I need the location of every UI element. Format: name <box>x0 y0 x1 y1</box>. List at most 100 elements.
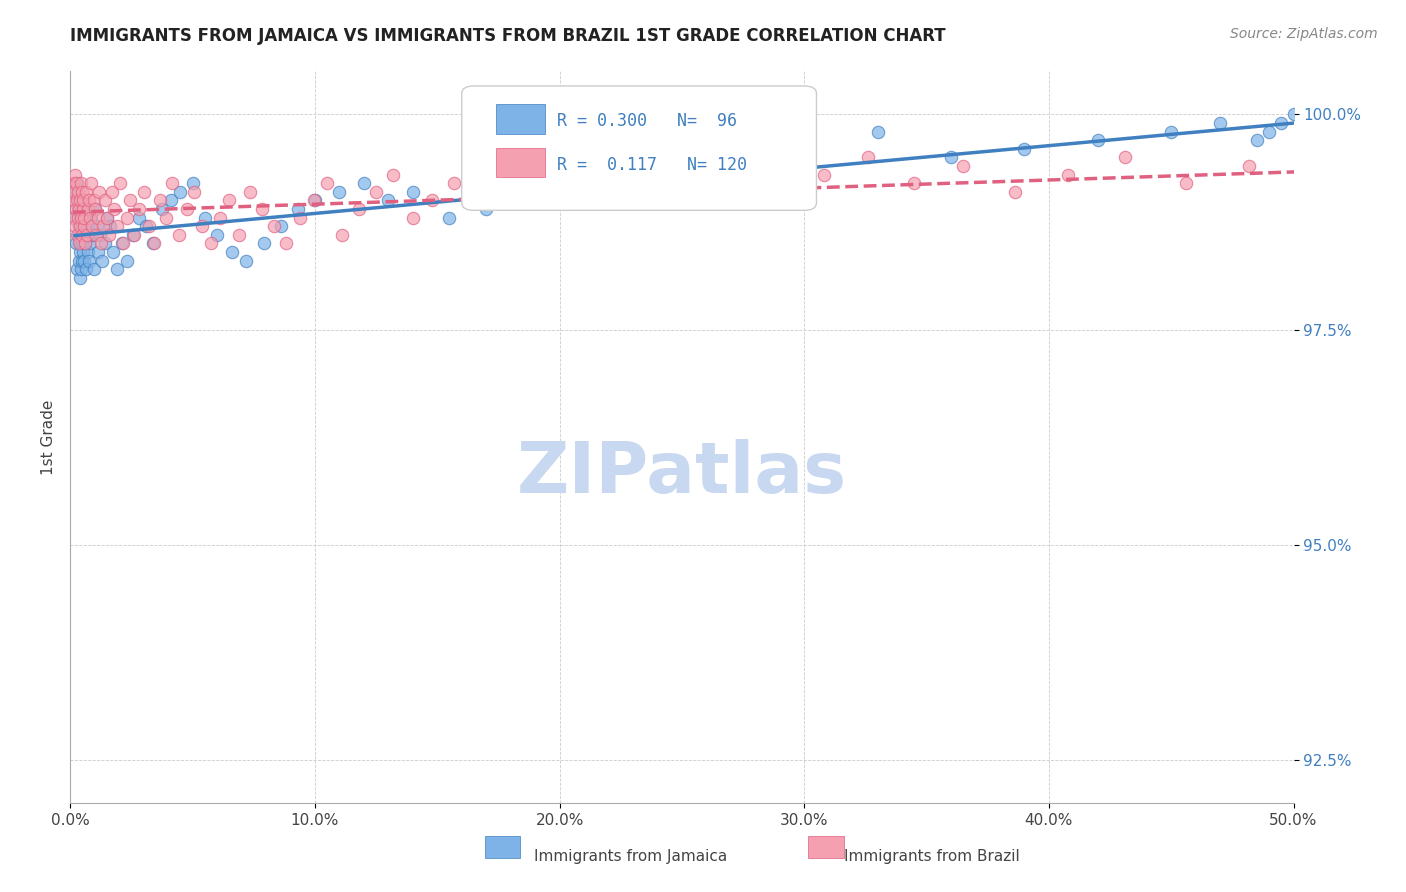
Text: IMMIGRANTS FROM JAMAICA VS IMMIGRANTS FROM BRAZIL 1ST GRADE CORRELATION CHART: IMMIGRANTS FROM JAMAICA VS IMMIGRANTS FR… <box>70 27 946 45</box>
Point <box>67 236 90 251</box>
Point <box>1331 116 1354 130</box>
Point <box>89 227 111 242</box>
Point <box>62 176 84 190</box>
Point <box>72 194 94 208</box>
Point <box>76 227 98 242</box>
Point <box>150 202 173 216</box>
Point <box>402 185 425 199</box>
Point <box>169 185 191 199</box>
Point <box>250 202 273 216</box>
Point <box>62 211 84 225</box>
Point <box>70 211 93 225</box>
Point <box>181 176 204 190</box>
Point <box>70 202 93 216</box>
Point <box>108 176 131 190</box>
Point <box>952 159 974 173</box>
Point <box>69 245 91 260</box>
Point <box>73 219 96 234</box>
Text: R = 0.300   N=  96: R = 0.300 N= 96 <box>557 112 737 130</box>
Point <box>135 219 157 234</box>
Point <box>541 176 564 190</box>
Point <box>86 219 108 234</box>
Point <box>66 194 89 208</box>
Point <box>67 202 90 216</box>
FancyBboxPatch shape <box>808 836 844 858</box>
Point <box>69 211 91 225</box>
Point <box>69 219 91 234</box>
Point <box>288 211 311 225</box>
Point <box>63 168 86 182</box>
Point <box>70 236 93 251</box>
Point <box>73 219 96 234</box>
Point <box>194 211 217 225</box>
Point <box>66 211 89 225</box>
Point <box>86 211 108 225</box>
Point <box>1114 150 1136 164</box>
Point <box>67 202 90 216</box>
Point <box>208 211 231 225</box>
Point <box>598 150 620 164</box>
Point <box>218 194 240 208</box>
Point <box>105 219 128 234</box>
Text: Immigrants from Jamaica: Immigrants from Jamaica <box>534 849 727 863</box>
Point <box>98 219 121 234</box>
Point <box>63 211 86 225</box>
Point <box>121 227 143 242</box>
Point <box>84 227 107 242</box>
Point <box>65 236 87 251</box>
Point <box>79 211 101 225</box>
Point <box>1174 176 1197 190</box>
Point <box>128 202 150 216</box>
Point <box>1087 133 1109 147</box>
Point <box>302 194 325 208</box>
Point <box>120 194 142 208</box>
Point <box>65 176 87 190</box>
Point <box>83 262 105 277</box>
Point <box>66 262 89 277</box>
Point <box>96 211 118 225</box>
Point <box>67 185 90 199</box>
Point <box>1381 133 1403 147</box>
Point <box>200 236 222 251</box>
Point <box>98 227 121 242</box>
Point <box>67 219 90 234</box>
Point <box>465 185 488 199</box>
Point <box>235 253 257 268</box>
Point <box>70 253 93 268</box>
Point <box>155 211 177 225</box>
Point <box>73 211 96 225</box>
FancyBboxPatch shape <box>461 86 817 211</box>
Point <box>568 159 591 173</box>
Point <box>115 211 138 225</box>
Point <box>75 236 97 251</box>
Point <box>661 194 683 208</box>
Point <box>69 219 91 234</box>
Point <box>548 168 571 182</box>
Point <box>70 176 93 190</box>
Point <box>252 236 274 251</box>
Point <box>328 185 350 199</box>
Point <box>82 219 104 234</box>
Point <box>65 185 87 199</box>
Point <box>1305 142 1327 156</box>
Text: R =  0.117   N= 120: R = 0.117 N= 120 <box>557 156 747 174</box>
Point <box>598 185 620 199</box>
Point <box>76 245 98 260</box>
Point <box>1282 107 1305 121</box>
Point <box>695 142 717 156</box>
Point <box>382 168 405 182</box>
Point <box>75 185 97 199</box>
Point <box>115 253 138 268</box>
Point <box>276 236 298 251</box>
Text: Immigrants from Brazil: Immigrants from Brazil <box>844 849 1019 863</box>
FancyBboxPatch shape <box>496 148 546 178</box>
Point <box>63 185 86 199</box>
Point <box>205 227 228 242</box>
Point <box>191 219 214 234</box>
Point <box>439 211 461 225</box>
Point <box>304 194 326 208</box>
Point <box>1355 107 1378 121</box>
Point <box>69 211 91 225</box>
Point <box>72 202 94 216</box>
Point <box>138 219 160 234</box>
